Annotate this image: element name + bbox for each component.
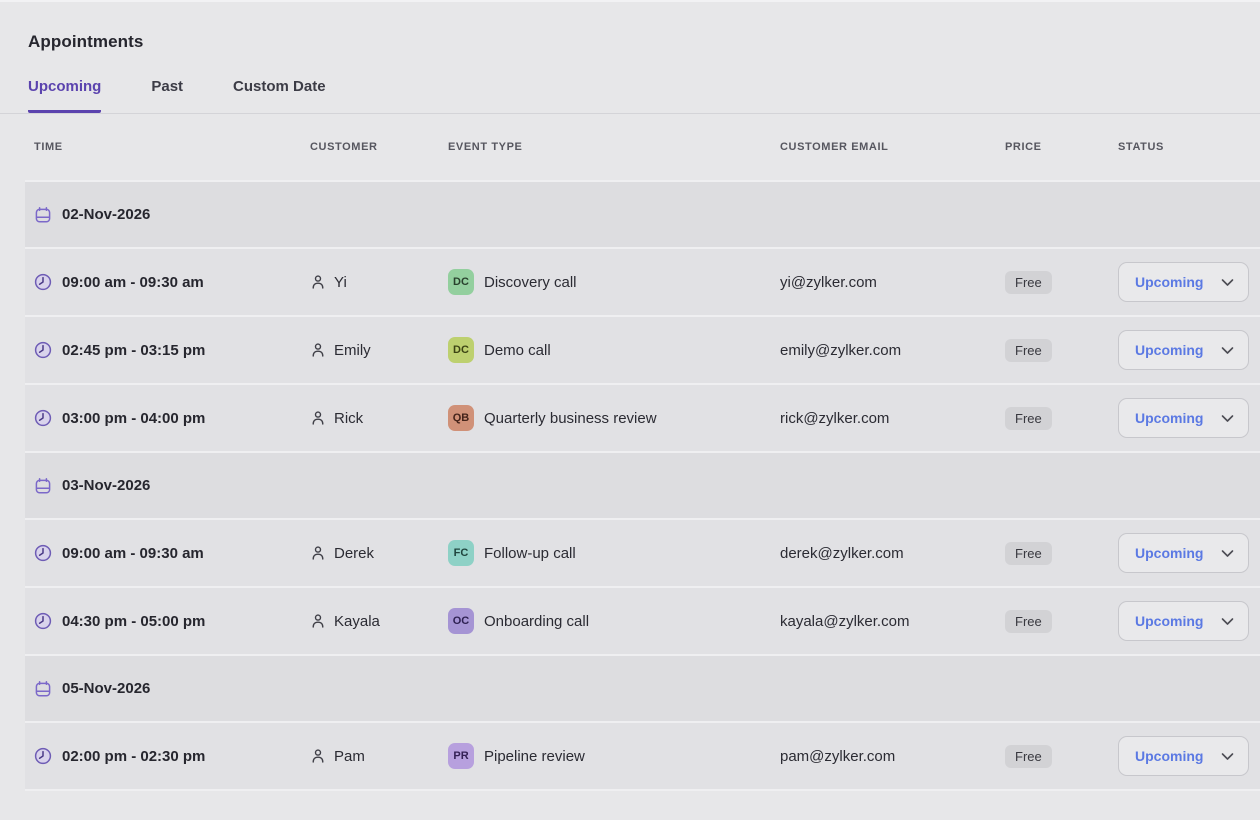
status-label: Upcoming — [1135, 342, 1204, 358]
status-dropdown[interactable]: Upcoming — [1118, 398, 1249, 438]
appointment-time: 04:30 pm - 05:00 pm — [62, 612, 206, 630]
appointment-row[interactable]: 09:00 am - 09:30 am Derek FC Follow-up c… — [25, 518, 1260, 586]
column-header-status: STATUS — [1118, 141, 1164, 153]
clock-icon — [34, 747, 52, 765]
price-badge: Free — [1005, 744, 1052, 768]
calendar-icon — [34, 680, 52, 698]
tab-upcoming[interactable]: Upcoming — [28, 78, 102, 113]
status-dropdown[interactable]: Upcoming — [1118, 736, 1249, 776]
column-header-price: PRICE — [1005, 141, 1042, 153]
date-group-row: 02-Nov-2026 — [25, 180, 1260, 247]
customer-name: Derek — [334, 544, 375, 562]
status-label: Upcoming — [1135, 274, 1204, 290]
customer-name: Kayala — [334, 612, 380, 630]
appointments-table: TIME CUSTOMER EVENT TYPE CUSTOMER EMAIL … — [0, 114, 1260, 791]
status-label: Upcoming — [1135, 410, 1204, 426]
chevron-down-icon — [1221, 278, 1234, 287]
tab-past[interactable]: Past — [151, 78, 184, 95]
status-label: Upcoming — [1135, 545, 1204, 561]
table-body: 02-Nov-2026 09:00 am - 09:30 am Yi DC — [25, 180, 1260, 791]
person-icon — [310, 613, 326, 629]
appointment-row[interactable]: 03:00 pm - 04:00 pm Rick QB Quarterly bu… — [25, 383, 1260, 451]
appointment-row[interactable]: 02:00 pm - 02:30 pm Pam PR Pipeline revi… — [25, 721, 1260, 789]
customer-name: Yi — [334, 273, 347, 291]
appointment-time: 09:00 am - 09:30 am — [62, 273, 204, 291]
status-dropdown[interactable]: Upcoming — [1118, 533, 1249, 573]
event-type-name: Demo call — [484, 341, 551, 359]
price-badge: Free — [1005, 609, 1052, 633]
appointment-time: 02:00 pm - 02:30 pm — [62, 747, 206, 765]
calendar-icon — [34, 477, 52, 495]
appointment-time: 02:45 pm - 03:15 pm — [62, 341, 206, 359]
event-type-badge: PR — [448, 743, 474, 769]
customer-email: kayala@zylker.com — [780, 612, 910, 630]
appointment-time: 03:00 pm - 04:00 pm — [62, 409, 206, 427]
person-icon — [310, 342, 326, 358]
status-label: Upcoming — [1135, 613, 1204, 629]
calendar-icon — [34, 206, 52, 224]
event-type-name: Pipeline review — [484, 747, 585, 765]
person-icon — [310, 274, 326, 290]
status-label: Upcoming — [1135, 748, 1204, 764]
price-badge: Free — [1005, 338, 1052, 362]
status-dropdown[interactable]: Upcoming — [1118, 601, 1249, 641]
chevron-down-icon — [1221, 549, 1234, 558]
chevron-down-icon — [1221, 617, 1234, 626]
group-date-label: 05-Nov-2026 — [62, 680, 151, 697]
person-icon — [310, 410, 326, 426]
chevron-down-icon — [1221, 346, 1234, 355]
appointment-row[interactable]: 09:00 am - 09:30 am Yi DC Discovery call… — [25, 247, 1260, 315]
event-type-name: Quarterly business review — [484, 409, 657, 427]
event-type-badge: OC — [448, 608, 474, 634]
clock-icon — [34, 612, 52, 630]
customer-email: rick@zylker.com — [780, 409, 890, 427]
appointment-row[interactable]: 04:30 pm - 05:00 pm Kayala OC Onboarding… — [25, 586, 1260, 654]
chevron-down-icon — [1221, 752, 1234, 761]
price-badge: Free — [1005, 541, 1052, 565]
person-icon — [310, 545, 326, 561]
status-dropdown[interactable]: Upcoming — [1118, 262, 1249, 302]
customer-name: Rick — [334, 409, 364, 427]
group-date-label: 02-Nov-2026 — [62, 206, 151, 223]
event-type-badge: DC — [448, 269, 474, 295]
customer-email: derek@zylker.com — [780, 544, 904, 562]
date-group-row: 05-Nov-2026 — [25, 654, 1260, 721]
clock-icon — [34, 409, 52, 427]
appointment-row[interactable]: 02:45 pm - 03:15 pm Emily DC Demo call e… — [25, 315, 1260, 383]
customer-name: Pam — [334, 747, 365, 765]
table-header-row: TIME CUSTOMER EVENT TYPE CUSTOMER EMAIL … — [0, 114, 1260, 180]
customer-email: yi@zylker.com — [780, 273, 877, 291]
person-icon — [310, 748, 326, 764]
tab-custom-date[interactable]: Custom Date — [233, 78, 326, 95]
column-header-event-type: EVENT TYPE — [448, 141, 523, 153]
clock-icon — [34, 544, 52, 562]
chevron-down-icon — [1221, 414, 1234, 423]
column-header-time: TIME — [34, 141, 63, 153]
price-badge: Free — [1005, 270, 1052, 294]
tabs-bar: Upcoming Past Custom Date — [0, 78, 1260, 114]
event-type-badge: DC — [448, 337, 474, 363]
date-group-row: 03-Nov-2026 — [25, 451, 1260, 518]
page-title: Appointments — [28, 32, 144, 51]
customer-email: emily@zylker.com — [780, 341, 902, 359]
appointment-time: 09:00 am - 09:30 am — [62, 544, 204, 562]
price-badge: Free — [1005, 406, 1052, 430]
clock-icon — [34, 341, 52, 359]
column-header-customer-email: CUSTOMER EMAIL — [780, 141, 889, 153]
column-header-customer: CUSTOMER — [310, 141, 378, 153]
event-type-name: Discovery call — [484, 273, 577, 291]
customer-email: pam@zylker.com — [780, 747, 896, 765]
group-date-label: 03-Nov-2026 — [62, 477, 151, 494]
customer-name: Emily — [334, 341, 371, 359]
event-type-badge: QB — [448, 405, 474, 431]
event-type-badge: FC — [448, 540, 474, 566]
event-type-name: Onboarding call — [484, 612, 590, 630]
clock-icon — [34, 273, 52, 291]
status-dropdown[interactable]: Upcoming — [1118, 330, 1249, 370]
event-type-name: Follow-up call — [484, 544, 576, 562]
